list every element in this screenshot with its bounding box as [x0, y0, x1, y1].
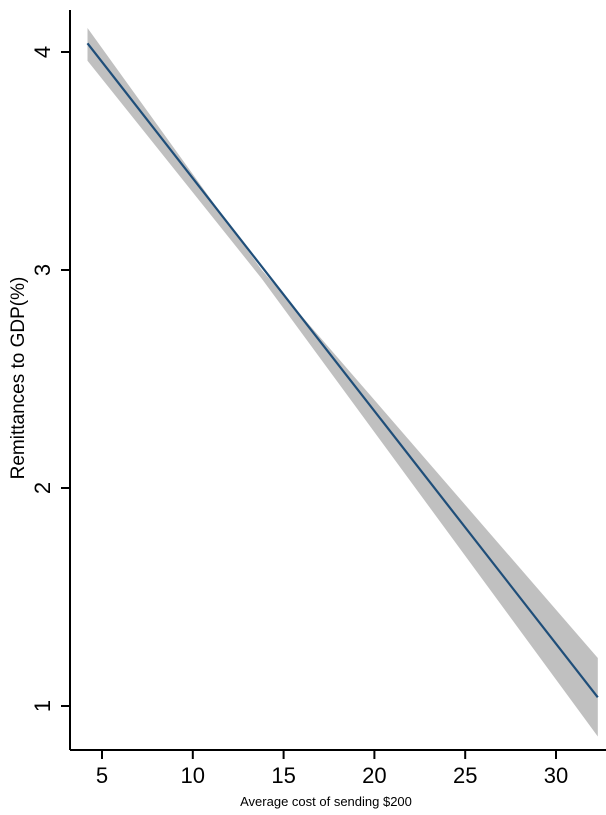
- y-tick-label: 1: [30, 700, 55, 712]
- x-tick-label: 15: [271, 763, 295, 788]
- y-tick-label: 4: [30, 46, 55, 58]
- y-axis-title: Remittances to GDP(%): [8, 277, 29, 480]
- y-axis-ticks: 1 2 3 4: [30, 46, 70, 712]
- x-tick-label: 25: [453, 763, 477, 788]
- plot-area: [86, 28, 599, 737]
- fit-line: [86, 42, 599, 698]
- x-tick-label: 10: [181, 763, 205, 788]
- x-axis-title: Average cost of sending $200: [240, 794, 412, 809]
- x-axis-ticks: 5 10 15 20 25 30: [96, 750, 568, 788]
- x-tick-label: 30: [544, 763, 568, 788]
- x-tick-label: 5: [96, 763, 108, 788]
- confidence-band: [87, 28, 598, 737]
- x-tick-label: 20: [362, 763, 386, 788]
- y-tick-label: 3: [30, 264, 55, 276]
- y-tick-label: 2: [30, 482, 55, 494]
